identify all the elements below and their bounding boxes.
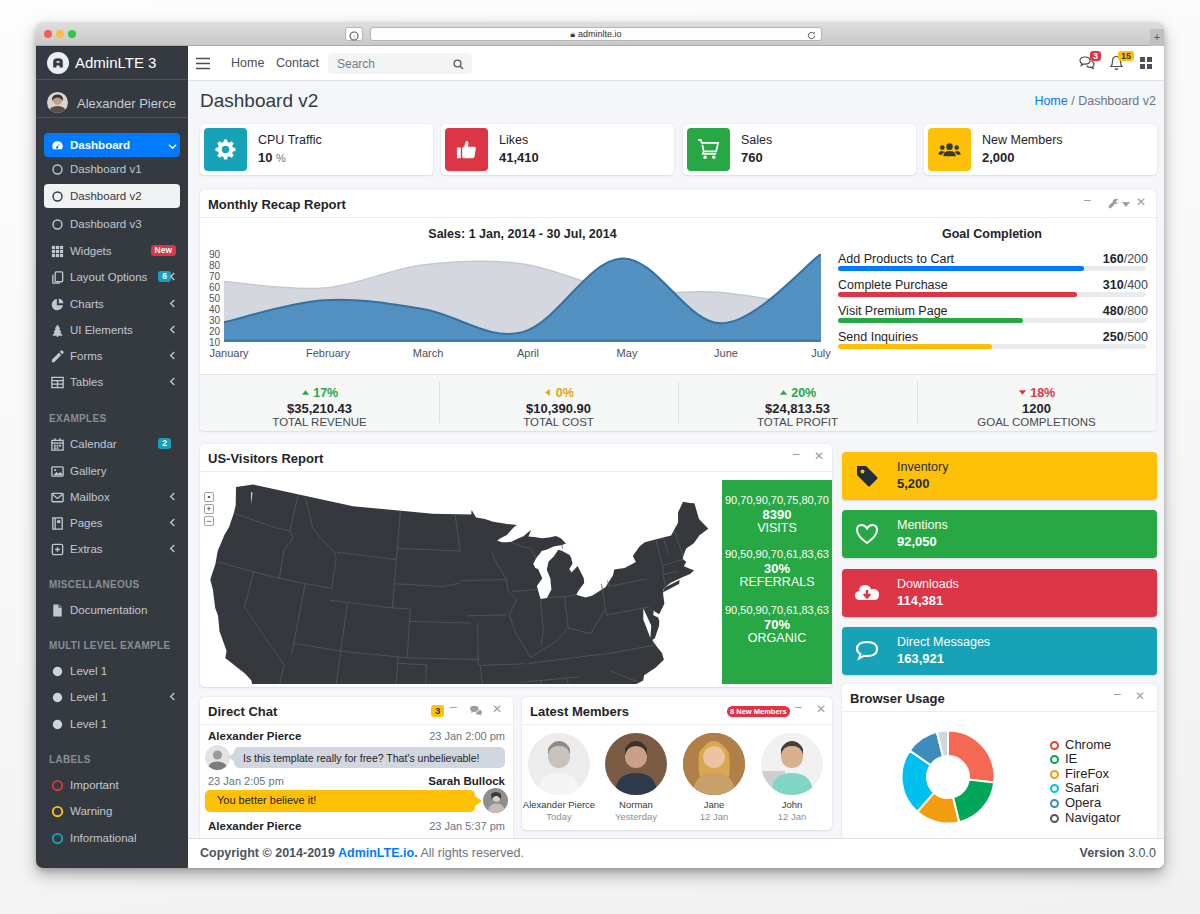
svg-text:!: !: [353, 34, 355, 40]
